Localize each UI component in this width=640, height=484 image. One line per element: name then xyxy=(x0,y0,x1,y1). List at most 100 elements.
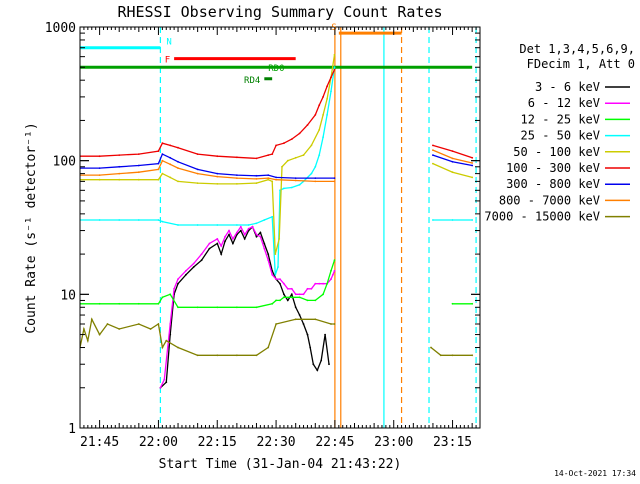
series-point-8-1-2 xyxy=(451,354,454,357)
annotation-label-s: S xyxy=(331,23,336,33)
series-point-0-0-34 xyxy=(312,363,315,366)
series-point-2-0-13 xyxy=(275,299,277,302)
series-point-0-0-28 xyxy=(290,293,293,296)
series-point-1-0-27 xyxy=(286,287,289,290)
series-point-5-0-20 xyxy=(318,104,321,107)
series-point-0-0-19 xyxy=(255,235,258,238)
series-point-1-0-20 xyxy=(259,235,262,238)
series-point-0-0-11 xyxy=(224,240,227,243)
series-point-3-0-27 xyxy=(333,66,336,69)
series-point-1-0-22 xyxy=(267,259,270,262)
series-point-6-1-2 xyxy=(471,164,474,167)
series-point-3-0-1 xyxy=(98,219,101,221)
series-point-0-0-20 xyxy=(259,231,262,234)
series-point-1-0-0 xyxy=(159,386,162,389)
series-point-7-0-1 xyxy=(98,174,101,177)
series-point-4-0-12 xyxy=(267,178,270,181)
series-line-8-1 xyxy=(430,346,473,356)
legend-label-5: 100 - 300 keV xyxy=(506,161,600,175)
x-tick-label-2: 22:15 xyxy=(198,435,237,450)
series-point-1-0-2 xyxy=(169,323,172,325)
series-point-1-0-5 xyxy=(185,269,187,272)
series-point-5-0-7 xyxy=(177,146,179,149)
series-point-6-0-15 xyxy=(314,177,317,180)
series-point-2-1-1 xyxy=(471,302,474,305)
series-point-2-0-10 xyxy=(236,306,238,309)
series-point-4-0-7 xyxy=(177,180,179,183)
series-point-3-0-21 xyxy=(310,172,313,175)
series-2 xyxy=(80,259,474,309)
series-point-1-0-31 xyxy=(302,293,305,296)
x-tick-label-1: 22:00 xyxy=(139,435,178,450)
series-point-7-0-15 xyxy=(314,180,317,183)
series-point-3-0-25 xyxy=(326,114,328,116)
series-point-6-0-3 xyxy=(137,164,140,167)
series-point-8-0-3 xyxy=(90,318,93,321)
series-point-4-0-16 xyxy=(281,165,283,168)
series-point-8-0-16 xyxy=(255,354,258,357)
series-point-0-0-8 xyxy=(208,247,211,250)
series-point-4-1-2 xyxy=(471,176,474,179)
series-point-2-0-14 xyxy=(279,299,281,302)
series-5 xyxy=(80,68,474,160)
series-point-4-0-4 xyxy=(157,178,160,181)
series-point-7-1-1 xyxy=(451,157,454,160)
series-point-8-1-1 xyxy=(439,354,442,357)
series-point-2-0-8 xyxy=(196,306,199,309)
series-point-4-1-0 xyxy=(432,162,434,165)
series-point-2-0-11 xyxy=(255,306,258,309)
series-point-8-1-3 xyxy=(471,354,474,357)
series-point-1-0-9 xyxy=(216,238,219,240)
series-point-3-1-1 xyxy=(451,219,454,221)
series-point-4-0-22 xyxy=(322,114,324,116)
series-point-0-0-10 xyxy=(220,253,223,256)
series-point-8-0-17 xyxy=(267,346,270,349)
series-point-0-0-25 xyxy=(279,282,281,285)
footer-timestamp: 14-Oct-2021 17:34 xyxy=(554,469,636,478)
series-point-7-0-5 xyxy=(161,159,164,162)
series-point-8-0-21 xyxy=(330,323,332,325)
series-point-0-0-7 xyxy=(200,259,203,262)
series-point-7-0-11 xyxy=(255,178,258,180)
series-point-3-0-10 xyxy=(247,224,250,226)
series-point-5-1-2 xyxy=(471,156,474,159)
series-point-6-0-6 xyxy=(169,156,172,159)
series-point-3-0-4 xyxy=(157,219,160,221)
series-point-8-0-18 xyxy=(275,323,277,325)
legend-label-7: 800 - 7000 keV xyxy=(499,193,600,207)
series-point-3-0-8 xyxy=(216,224,219,226)
series-point-5-0-3 xyxy=(137,153,140,156)
series-point-6-0-7 xyxy=(177,160,179,163)
series-point-4-0-5 xyxy=(161,172,164,175)
series-point-3-0-22 xyxy=(314,165,317,168)
series-point-8-0-22 xyxy=(333,323,336,325)
series-point-8-0-7 xyxy=(137,323,140,325)
series-point-2-0-6 xyxy=(169,293,172,296)
series-point-5-0-13 xyxy=(271,153,274,156)
series-point-6-0-2 xyxy=(118,165,121,168)
series-point-1-0-40 xyxy=(333,269,336,272)
series-point-1-0-7 xyxy=(200,253,203,256)
series-point-3-0-2 xyxy=(118,219,121,221)
series-point-5-0-10 xyxy=(236,156,238,159)
series-point-5-1-1 xyxy=(451,150,454,153)
legend-label-6: 300 - 800 keV xyxy=(506,177,600,191)
series-point-0-0-36 xyxy=(320,359,323,362)
series-point-2-0-17 xyxy=(298,296,301,299)
series-point-0-0-32 xyxy=(306,333,309,336)
series-point-1-0-38 xyxy=(330,278,332,280)
series-point-7-0-9 xyxy=(216,175,219,178)
series-point-0-0-1 xyxy=(165,381,168,384)
series-point-1-0-28 xyxy=(290,287,293,290)
series-point-8-0-1 xyxy=(83,328,85,330)
series-point-8-1-0 xyxy=(430,346,432,349)
series-point-7-0-16 xyxy=(333,180,336,183)
series-point-8-0-2 xyxy=(86,339,89,342)
series-point-5-0-23 xyxy=(330,76,332,79)
series-point-4-0-17 xyxy=(286,159,289,162)
series-point-2-0-12 xyxy=(271,302,274,305)
series-point-7-1-2 xyxy=(471,162,474,164)
y-tick-label-2: 100 xyxy=(53,155,76,170)
series-point-3-0-9 xyxy=(236,224,238,226)
series-point-3-0-26 xyxy=(330,90,332,93)
